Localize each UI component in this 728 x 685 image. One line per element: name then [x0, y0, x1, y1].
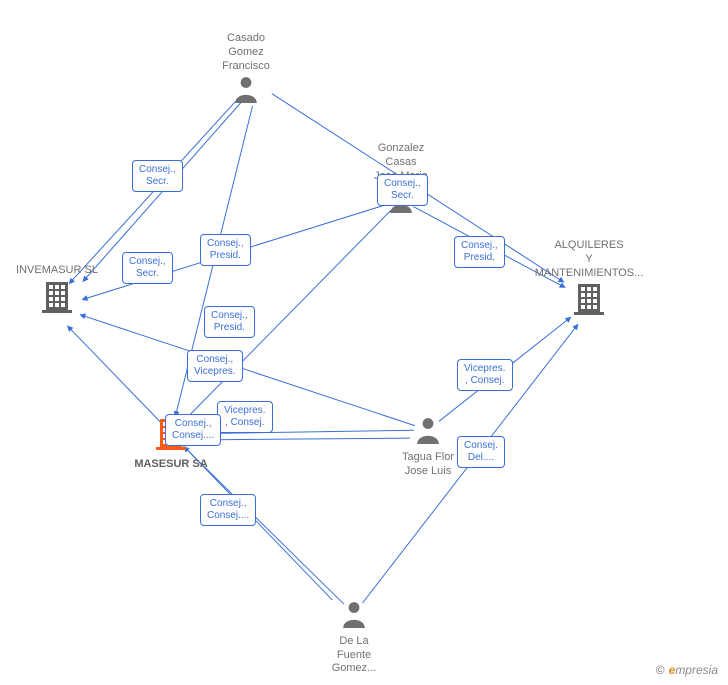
company-node[interactable]: INVEMASUR SL [2, 264, 112, 319]
person-icon [191, 75, 301, 108]
edge-label: Vicepres. , Consej. [217, 401, 273, 433]
person-node[interactable]: CasadoGomezFrancisco [191, 32, 301, 108]
building-icon [534, 282, 644, 321]
node-label: ALQUILERESYMANTENIMIENTOS... [534, 239, 644, 280]
diagram-canvas [0, 0, 728, 685]
edge-label: Consej., Secr. [122, 252, 173, 284]
edge-label: Consej. Del.... [457, 436, 505, 468]
edge-label: Consej., Consej.... [200, 494, 256, 526]
edge-label: Consej., Secr. [132, 160, 183, 192]
person-icon [299, 600, 409, 633]
edge-label: Vicepres. , Consej. [457, 359, 513, 391]
node-label: CasadoGomezFrancisco [191, 32, 301, 73]
node-label: INVEMASUR SL [2, 264, 112, 278]
watermark: © empresia [656, 663, 718, 677]
edge-label: Consej., Presid. [200, 234, 251, 266]
building-icon [2, 280, 112, 319]
edge-label: Consej., Presid. [454, 236, 505, 268]
edge-label: Consej., Vicepres. [187, 350, 243, 382]
node-label: De LaFuenteGomez... [299, 635, 409, 676]
company-node[interactable]: ALQUILERESYMANTENIMIENTOS... [534, 239, 644, 321]
brand-name: empresia [669, 663, 718, 677]
person-node[interactable]: De LaFuenteGomez... [299, 600, 409, 676]
edge-label: Consej., Presid. [204, 306, 255, 338]
node-label: MASESUR SA [116, 458, 226, 472]
copyright-symbol: © [656, 663, 665, 677]
edge-label: Consej., Consej.... [165, 414, 221, 446]
edge-label: Consej., Secr. [377, 174, 428, 206]
